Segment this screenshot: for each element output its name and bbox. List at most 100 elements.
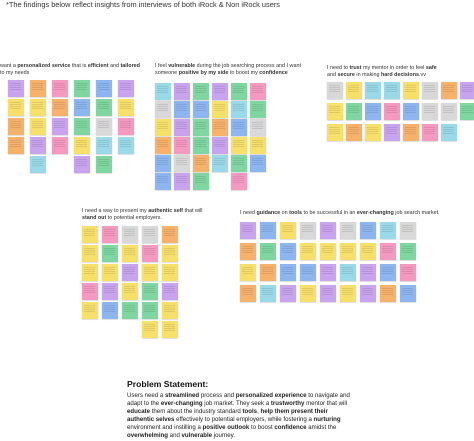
sticky-note: [365, 82, 381, 99]
sticky-note: [102, 245, 118, 262]
text-segment: help them present their authentic selves: [127, 408, 328, 424]
sticky-note: [422, 82, 438, 99]
sticky-note: [74, 118, 90, 135]
text-segment: I need to: [327, 65, 350, 71]
sticky-note: [118, 137, 134, 154]
sticky-note: [142, 264, 158, 281]
sticky-note: [280, 285, 296, 302]
text-segment: hard decisions: [380, 72, 420, 78]
text-segment: educate: [127, 408, 151, 416]
sticky-note: [320, 222, 336, 239]
sticky-note: [403, 124, 419, 141]
sticky-note: [162, 302, 178, 319]
sticky-note: [30, 156, 46, 173]
sticky-note: [380, 222, 396, 239]
cluster-statement: I need guidance on tools to be successfu…: [240, 210, 440, 217]
sticky-note: [52, 118, 68, 135]
sticky-note: [360, 264, 376, 281]
sticky-note: [74, 80, 90, 97]
sticky-note: [360, 243, 376, 260]
sticky-note: [193, 137, 209, 154]
sticky-note: [162, 264, 178, 281]
sticky-note: [174, 83, 190, 100]
sticky-note: [231, 155, 247, 172]
text-segment: to boost my: [228, 70, 260, 76]
text-segment: that will: [182, 208, 203, 214]
sticky-note: [441, 103, 457, 120]
sticky-note: [240, 285, 256, 302]
text-segment: tailored: [120, 63, 140, 69]
sticky-note: [122, 302, 138, 319]
sticky-note: [250, 137, 266, 154]
sticky-note: [400, 285, 416, 302]
sticky-note: [260, 222, 276, 239]
sticky-note: [162, 245, 178, 262]
sticky-note: [320, 243, 336, 260]
sticky-note: [118, 80, 134, 97]
sticky-note: [300, 285, 316, 302]
sticky-note: [380, 285, 396, 302]
sticky-note: [82, 302, 98, 319]
sticky-note: [96, 80, 112, 97]
text-segment: Users need a: [127, 392, 165, 399]
sticky-note: [52, 137, 68, 154]
text-segment: personalized service: [17, 63, 71, 69]
sticky-note: [460, 82, 474, 99]
sticky-note: [212, 155, 228, 172]
sticky-note: [240, 243, 256, 260]
sticky-note: [280, 243, 296, 260]
sticky-note: [155, 119, 171, 136]
text-segment: environment and instilling a: [127, 424, 203, 432]
text-segment: to be successful in an: [302, 210, 357, 216]
sticky-note: [231, 173, 247, 190]
text-segment: that is: [70, 63, 88, 69]
text-segment: streamlined: [164, 392, 200, 399]
text-segment: confidence: [259, 70, 288, 76]
sticky-note: [340, 222, 356, 239]
text-segment: I feel: [155, 63, 169, 69]
sticky-note: [82, 226, 98, 243]
sticky-note: [260, 285, 276, 302]
sticky-note: [162, 321, 178, 338]
sticky-note: [174, 173, 190, 190]
text-segment: amidst the: [306, 424, 337, 432]
sticky-note: [8, 137, 24, 154]
sticky-note: [300, 264, 316, 281]
sticky-note: [8, 80, 24, 97]
sticky-note: [155, 101, 171, 118]
text-segment: ever-changing: [160, 400, 203, 408]
text-segment: .vv: [419, 72, 426, 78]
sticky-note: [74, 99, 90, 116]
sticky-note: [102, 283, 118, 300]
sticky-note: [174, 137, 190, 154]
sticky-note: [250, 101, 266, 118]
sticky-note: [240, 222, 256, 239]
sticky-note: [96, 118, 112, 135]
sticky-note: [82, 283, 98, 300]
text-segment: effectively to potential employers, whil…: [174, 416, 314, 424]
sticky-note: [346, 82, 362, 99]
sticky-note: [52, 80, 68, 97]
sticky-note: [360, 222, 376, 239]
sticky-note: [74, 137, 90, 154]
cluster-statement: I need a way to present my authentic sel…: [82, 208, 207, 222]
text-segment: job search market.: [393, 210, 440, 216]
sticky-note: [102, 264, 118, 281]
sticky-note: [102, 302, 118, 319]
sticky-note: [193, 173, 209, 190]
text-segment: guidance: [256, 210, 281, 216]
sticky-note: [142, 245, 158, 262]
sticky-note: [400, 222, 416, 239]
text-segment: stand out: [82, 215, 107, 221]
sticky-note: [422, 124, 438, 141]
text-segment: to navigate and adapt to the: [127, 392, 350, 408]
sticky-note: [250, 83, 266, 100]
text-segment: during the job searching process and I w…: [155, 63, 301, 76]
sticky-note: [250, 119, 266, 136]
text-segment: secure: [337, 72, 355, 78]
text-segment: ever-changing: [356, 210, 394, 216]
text-segment: and: [108, 63, 121, 69]
sticky-note: [142, 302, 158, 319]
sticky-note: [30, 99, 46, 116]
sticky-note: [193, 83, 209, 100]
